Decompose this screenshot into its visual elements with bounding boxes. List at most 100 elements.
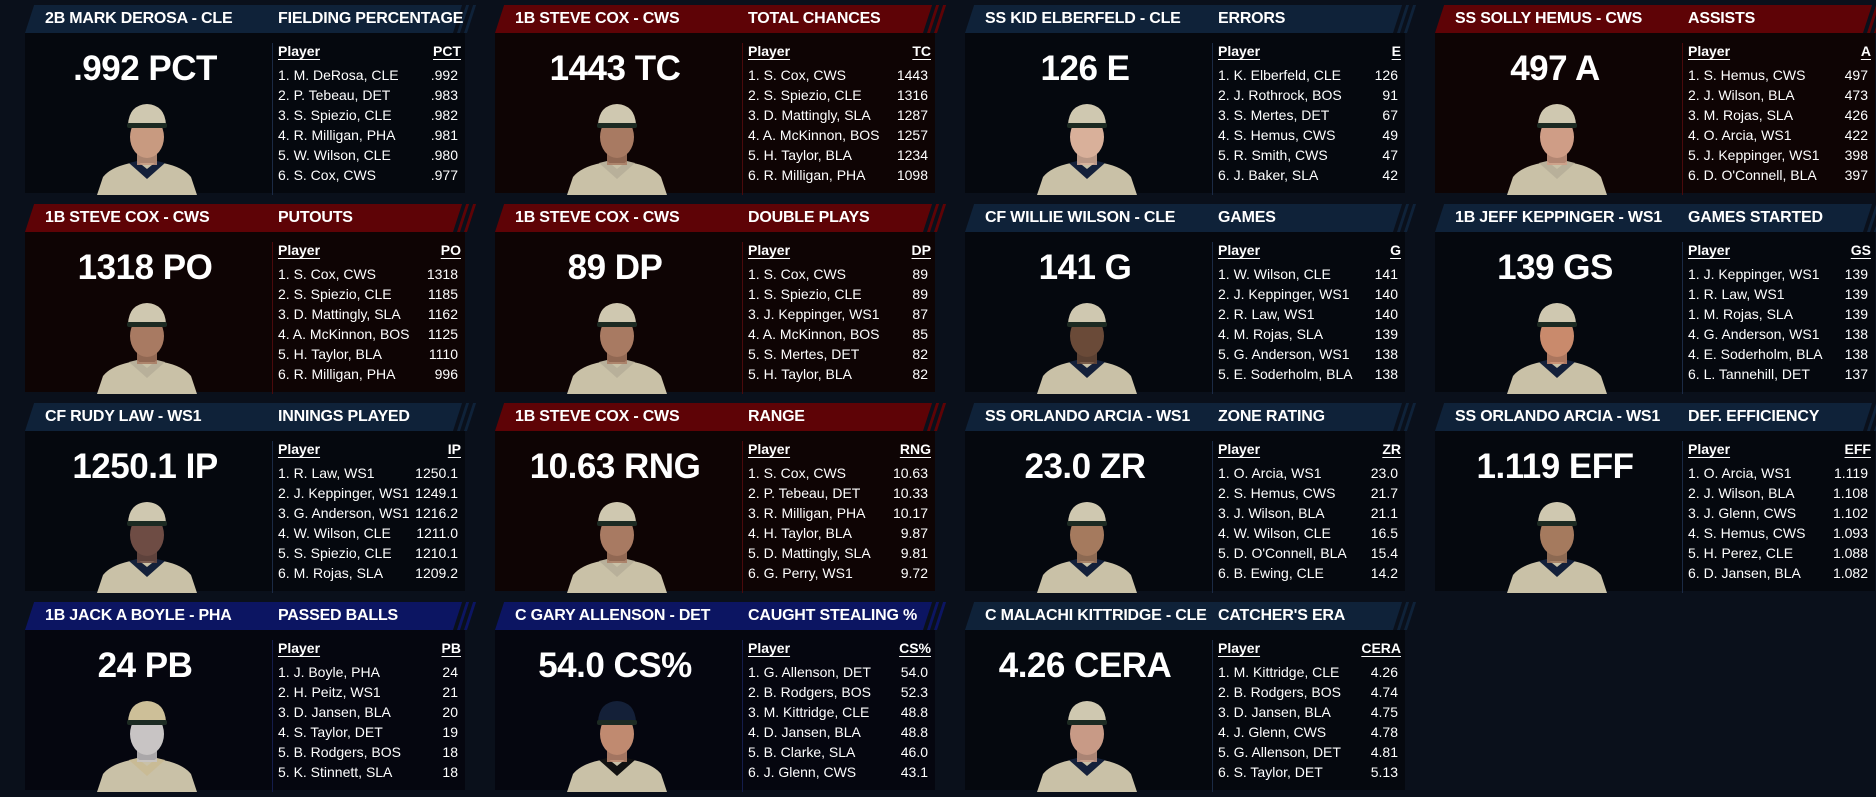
row-value: 138 [1374,346,1398,362]
leader-card[interactable]: SS ORLANDO ARCIA - WS1 ZONE RATING 23.0 ZR… [965,403,1417,593]
player-portrait [1497,497,1617,593]
row-value: 47 [1382,147,1398,163]
row-value: 21 [442,684,458,700]
leaderboard-row: 1. R. Law, WS1 1250.1 [278,463,461,483]
row-value: 43.1 [900,764,928,780]
row-player: 3. G. Anderson, WS1 [278,505,410,521]
list-divider [1212,43,1213,195]
list-divider [1682,242,1683,394]
leader-card[interactable]: 1B STEVE COX - CWS DOUBLE PLAYS 89 DP Playe… [495,204,947,394]
leaderboard-row: 1. S. Hemus, CWS 497 [1688,65,1871,85]
row-player: 2. S. Spiezio, CLE [748,87,862,103]
list-divider [1212,441,1213,593]
stat-title: INNINGS PLAYED [278,408,410,425]
player-name: 1B JACK A BOYLE - PHA [45,607,232,624]
leader-value: 54.0 CS% [538,646,692,685]
list-divider [1212,640,1213,792]
leaderboard-header: Player A [1688,43,1871,65]
leaderboard-row: 5. G. Allenson, DET 4.81 [1218,742,1401,762]
leader-card[interactable]: SS SOLLY HEMUS - CWS ASSISTS 497 A Player A 1… [1435,5,1876,195]
leader-card[interactable]: 1B STEVE COX - CWS TOTAL CHANCES 1443 TC Pl… [495,5,947,195]
card-header: 1B STEVE COX - CWS PUTOUTS [25,204,477,232]
row-player: 2. H. Peitz, WS1 [278,684,381,700]
stat-title: CAUGHT STEALING % [748,607,918,624]
player-column-header: Player [748,640,791,656]
card-body: 1443 TC Player TC 1. S. Cox, CWS 1443 2. S. S… [495,33,935,195]
card-body: 23.0 ZR Player ZR 1. O. Arcia, WS1 23.0 2. S.… [965,431,1405,593]
leaderboard-list: Player PO 1. S. Cox, CWS 1318 2. S. Spiezio,… [278,242,461,384]
row-player: 6. L. Tannehill, DET [1688,366,1810,382]
row-player: 1. S. Spiezio, CLE [748,286,862,302]
list-divider [742,441,743,593]
leaderboard-row: 2. R. Law, WS1 140 [1218,304,1401,324]
leaderboard-row: 4. A. McKinnon, BOS 85 [748,324,931,344]
row-value: 85 [912,326,928,342]
leaderboard-row: 2. H. Peitz, WS1 21 [278,682,461,702]
player-column-header: Player [748,242,791,258]
card-header: C MALACHI KITTRIDGE - CLE CATCHER'S ERA [965,602,1417,630]
leaderboard-header: Player GS [1688,242,1871,264]
leader-card[interactable]: C GARY ALLENSON - DET CAUGHT STEALING % 54… [495,602,947,792]
leaderboard-row: 2. J. Wilson, BLA 473 [1688,85,1871,105]
row-player: 3. M. Kittridge, CLE [748,704,870,720]
list-divider [1682,43,1683,195]
row-value: 497 [1844,67,1868,83]
leader-card[interactable]: C MALACHI KITTRIDGE - CLE CATCHER'S ERA 4.… [965,602,1417,792]
row-value: 1316 [896,87,928,103]
leader-card[interactable]: SS KID ELBERFELD - CLE ERRORS 126 E Player E… [965,5,1417,195]
leader-card[interactable]: 1B STEVE COX - CWS PUTOUTS 1318 PO Player PO… [25,204,477,394]
leaderboard-row: 5. B. Rodgers, BOS 18 [278,742,461,762]
card-header: CF WILLIE WILSON - CLE GAMES [965,204,1417,232]
leaderboard-row: 5. H. Perez, CLE 1.088 [1688,543,1871,563]
card-body: 141 G Player G 1. W. Wilson, CLE 141 2. J. Ke… [965,232,1405,394]
row-player: 5. R. Smith, CWS [1218,147,1328,163]
leader-card[interactable]: SS ORLANDO ARCIA - WS1 DEF. EFFICIENCY 1.1… [1435,403,1876,593]
leaderboard-header: Player CERA [1218,640,1401,662]
player-portrait [87,298,207,394]
row-player: 5. G. Anderson, WS1 [1218,346,1350,362]
leaderboard-list: Player CS% 1. G. Allenson, DET 54.0 2. B. Ro… [748,640,931,782]
row-player: 1. S. Hemus, CWS [1688,67,1806,83]
card-body: 139 GS Player GS 1. J. Keppinger, WS1 139 1. … [1435,232,1875,394]
leader-card[interactable]: 2B MARK DEROSA - CLE FIELDING PERCENTAGE.… [25,5,477,195]
row-player: 4. S. Hemus, CWS [1688,525,1806,541]
leaderboard-row: 4. W. Wilson, CLE 1211.0 [278,523,461,543]
leaderboard-list: Player G 1. W. Wilson, CLE 141 2. J. Kepping… [1218,242,1401,384]
leaderboard-row: 4. O. Arcia, WS1 422 [1688,125,1871,145]
player-portrait [87,99,207,195]
stat-title: GAMES [1218,209,1276,226]
row-value: .992 [430,67,458,83]
row-value: 1185 [427,286,458,302]
leader-card[interactable]: CF WILLIE WILSON - CLE GAMES 141 G Player G 1… [965,204,1417,394]
card-body: 497 A Player A 1. S. Hemus, CWS 497 2. J. Wil… [1435,33,1875,195]
leader-value: 1443 TC [549,49,681,88]
leader-card[interactable]: CF RUDY LAW - WS1 INNINGS PLAYED 1250.1 IP… [25,403,477,593]
leader-card[interactable]: 1B STEVE COX - CWS RANGE 10.63 RNG Player RN… [495,403,947,593]
leader-value: .992 PCT [73,49,217,88]
row-player: 3. J. Keppinger, WS1 [748,306,880,322]
leaderboard-row: 2. S. Hemus, CWS 21.7 [1218,483,1401,503]
leaderboard-list: Player A 1. S. Hemus, CWS 497 2. J. Wilson, … [1688,43,1871,185]
leaderboard-list: Player IP 1. R. Law, WS1 1250.1 2. J. Keppin… [278,441,461,583]
row-player: 4. J. Glenn, CWS [1218,724,1327,740]
player-name: 1B JEFF KEPPINGER - WS1 [1455,209,1662,226]
leaderboard-row: 6. D. O'Connell, BLA 397 [1688,165,1871,185]
row-value: 24 [442,664,458,680]
row-player: 2. B. Rodgers, BOS [748,684,871,700]
row-player: 1. S. Cox, CWS [748,266,847,282]
row-value: 10.63 [892,465,928,481]
card-header: 2B MARK DEROSA - CLE FIELDING PERCENTAGE [25,5,477,33]
row-value: 141 [1374,266,1398,282]
card-header: 1B JEFF KEPPINGER - WS1 GAMES STARTED [1435,204,1876,232]
list-divider [272,441,273,593]
card-body: 54.0 CS% Player CS% 1. G. Allenson, DET 54.0… [495,630,935,792]
row-value: 422 [1844,127,1868,143]
leader-card[interactable]: 1B JEFF KEPPINGER - WS1 GAMES STARTED 139 … [1435,204,1876,394]
leader-card[interactable]: 1B JACK A BOYLE - PHA PASSED BALLS 24 PB Pl… [25,602,477,792]
row-value: .982 [430,107,458,123]
row-player: 5. H. Taylor, BLA [748,147,853,163]
row-value: 139 [1844,306,1868,322]
leaderboard-row: 1. S. Cox, CWS 1318 [278,264,461,284]
leaderboard-row: 3. G. Anderson, WS1 1216.2 [278,503,461,523]
stat-column-header: E [1391,43,1401,59]
